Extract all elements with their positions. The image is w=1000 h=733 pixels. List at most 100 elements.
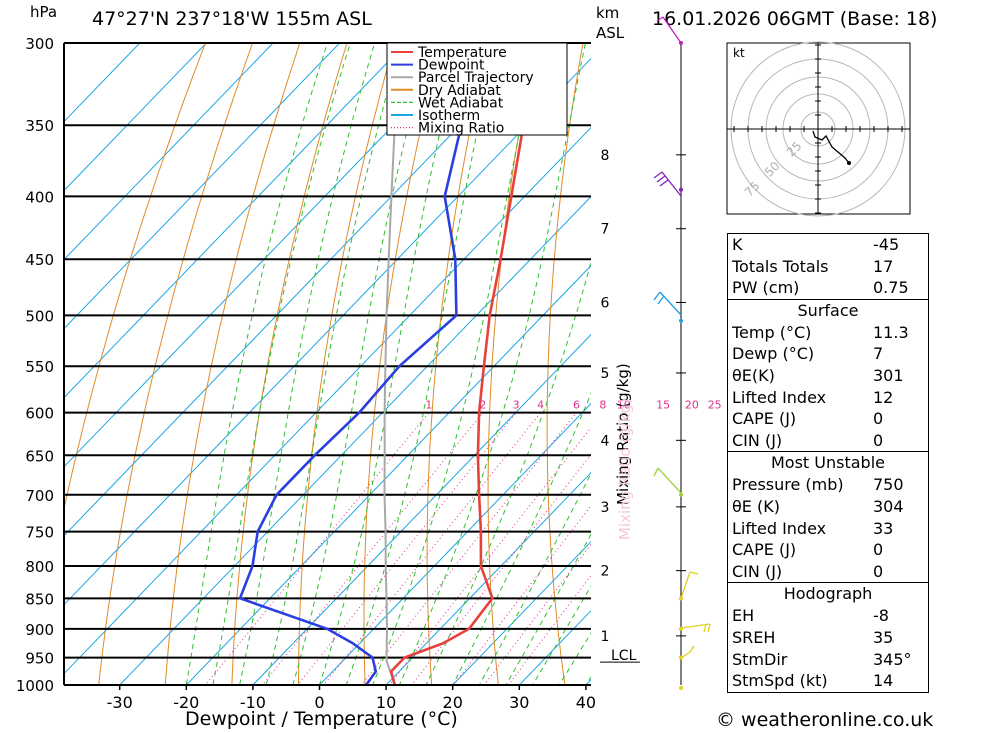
- dry-adiabat-line: [546, 43, 584, 685]
- mixing-ratio-line: [261, 412, 484, 685]
- pressure-tick-label: 400: [25, 188, 54, 206]
- temperature-tick-label: 40: [576, 693, 596, 712]
- mu-pressure-row: Pressure (mb) 750: [728, 474, 928, 496]
- dry-adiabat-line: [426, 43, 490, 685]
- stmdir-row: StmDir 345°: [728, 649, 928, 671]
- dry-adiabat-line: [231, 43, 348, 685]
- pressure-tick-label: 500: [25, 307, 54, 325]
- dry-adiabat-line: [64, 43, 206, 512]
- isotherm-line: [64, 43, 407, 399]
- surface-li-row: Lifted Index 12: [728, 387, 928, 409]
- lcl-label: LCL: [611, 648, 637, 664]
- pressure-tick-label: 750: [25, 524, 54, 542]
- stmspd-value: 14: [873, 671, 894, 691]
- k-index-row: K -45: [728, 234, 928, 256]
- pressure-tick-label: 450: [25, 251, 54, 269]
- mixing-ratio-line: [322, 412, 542, 685]
- mixing-ratio-line: [360, 412, 577, 685]
- location-title: 47°27'N 237°18'W 155m ASL: [92, 8, 372, 30]
- asl-unit-label: ASL: [596, 24, 625, 42]
- mu-li-row: Lifted Index 33: [728, 518, 928, 540]
- mixing-ratio-line: [483, 543, 591, 685]
- eh-row: EH -8: [728, 605, 928, 627]
- isotherm-line: [318, 402, 591, 685]
- mixing-ratio-tick-label: 15: [656, 399, 670, 412]
- axes: [63, 43, 591, 690]
- height-tick-label: 6: [601, 295, 610, 311]
- legend-label: Mixing Ratio: [418, 121, 504, 137]
- pw-value: 0.75: [873, 278, 909, 298]
- mixing-ratio-tick-label: 3: [513, 399, 520, 412]
- pressure-tick-label: 550: [25, 358, 54, 376]
- height-tick-label: 4: [601, 433, 610, 449]
- height-axis: 1 2 3 4 5 6 7 8: [600, 43, 686, 685]
- surface-cape-row: CAPE (J) 0: [728, 408, 928, 430]
- pressure-tick-label: 950: [25, 650, 54, 668]
- wet-adiabat-line: [185, 43, 328, 685]
- wet-adiabat-line: [558, 632, 591, 685]
- mu-thetae-row: θE (K) 304: [728, 496, 928, 518]
- mixing-ratio-tick-label: 2: [479, 399, 486, 412]
- pressure-tick-labels: 300 350 400 450 500 550 600 650 700 750 800 850 900 9…: [16, 35, 54, 695]
- surface-cape-label: CAPE (J): [732, 409, 797, 429]
- surface-li-label: Lifted Index: [732, 387, 827, 407]
- surface-thetae-value: 301: [873, 365, 904, 385]
- totals-row: Totals Totals 17: [728, 256, 928, 278]
- mu-cin-row: CIN (J) 0: [728, 561, 928, 583]
- pw-row: PW (cm) 0.75: [728, 277, 928, 299]
- mixing-ratio-tick-label: 20: [685, 399, 699, 412]
- wind-barb-dot: [679, 187, 683, 192]
- legend-label: Isotherm: [418, 108, 480, 124]
- hodograph-trace: [812, 130, 850, 164]
- mu-pressure-label: Pressure (mb): [732, 475, 844, 495]
- km-unit-label: km: [596, 4, 620, 22]
- mixing-ratio-line: [507, 574, 591, 685]
- hodograph-end-dot: [847, 161, 851, 165]
- surface-thetae-row: θE(K) 301: [728, 365, 928, 387]
- wet-adiabat-line: [239, 43, 376, 685]
- indices-table: K -45 Totals Totals 17 PW (cm) 0.75 Surface…: [727, 233, 929, 693]
- wet-adiabat-line: [372, 43, 539, 685]
- wet-adiabat-line: [345, 43, 498, 685]
- wind-barb-dot: [679, 492, 683, 497]
- pw-label: PW (cm): [732, 278, 800, 298]
- sreh-row: SREH 35: [728, 627, 928, 649]
- parcel-trajectory-curve: [383, 77, 401, 685]
- surface-cin-row: CIN (J) 0: [728, 430, 928, 452]
- mu-li-label: Lifted Index: [732, 518, 827, 538]
- k-index-value: -45: [873, 235, 900, 254]
- legend-label: Dewpoint: [418, 58, 485, 74]
- surface-li-value: 12: [873, 387, 894, 407]
- surface-cape-value: 0: [873, 409, 884, 429]
- wind-barbs: [653, 16, 711, 690]
- mixing-ratio-line: [388, 426, 591, 685]
- mixing-ratio-labels: 1 2 3 4 6 8 10 15 20 25: [425, 399, 721, 412]
- mixing-ratio-tick-label: 10: [617, 399, 631, 412]
- wet-adiabat-line: [212, 43, 351, 685]
- surface-temp-label: Temp (°C): [732, 322, 812, 342]
- height-tick-label: 7: [601, 222, 610, 238]
- temperature-curve: [389, 43, 549, 685]
- wind-barb-dot: [679, 41, 683, 45]
- eh-label: EH: [732, 606, 755, 626]
- dry-adiabat-line: [298, 43, 395, 685]
- temperature-tick-labels: -30 -20 -10 0 10 20 30 40: [107, 693, 596, 712]
- height-tick-label: 1: [601, 629, 610, 645]
- wind-barb: [680, 623, 711, 633]
- legend-label: Parcel Trajectory: [418, 70, 534, 86]
- stmdir-value: 345°: [873, 649, 912, 669]
- wet-adiabat-line: [452, 392, 591, 685]
- temperature-tick-label: 10: [376, 693, 396, 712]
- legend-label: Wet Adiabat: [418, 95, 504, 111]
- dry-adiabat-line: [487, 43, 537, 685]
- x-axis-label: Dewpoint / Temperature (°C): [185, 708, 458, 730]
- pressure-tick-label: 850: [25, 590, 54, 608]
- height-tick-label: 3: [601, 500, 610, 516]
- isotherm-line: [64, 43, 341, 330]
- mu-cin-value: 0: [873, 561, 884, 581]
- hodograph-section-title: Hodograph: [728, 582, 928, 605]
- wind-barb: [680, 645, 695, 659]
- pressure-tick-label: 1000: [16, 677, 54, 695]
- pressure-unit-label: hPa: [30, 3, 58, 21]
- temperature-tick-label: 20: [443, 693, 463, 712]
